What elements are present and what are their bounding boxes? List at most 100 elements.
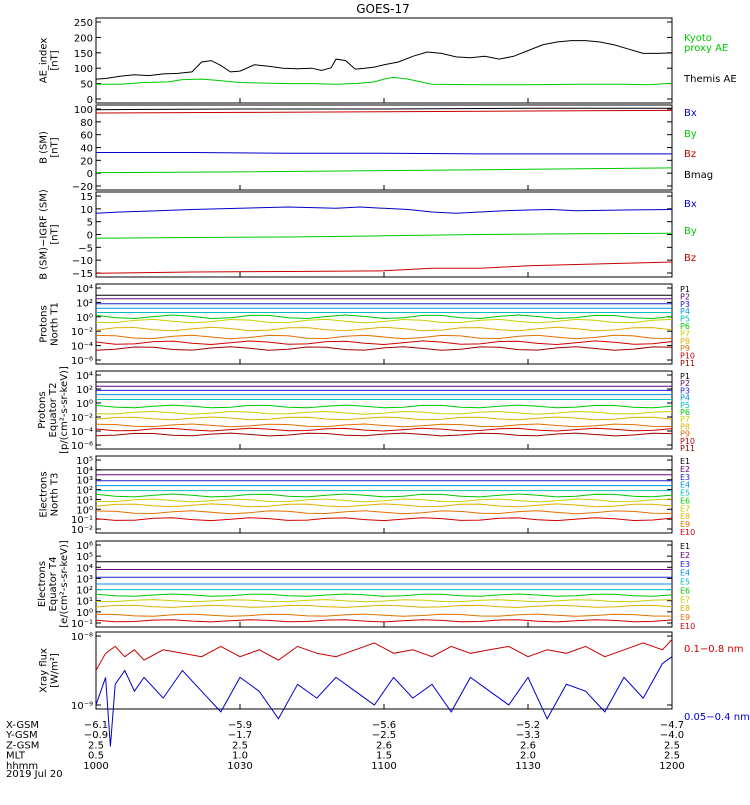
y-tick-label: 10⁵: [76, 456, 93, 467]
channel-p8: [95, 326, 673, 332]
channel-p11: [95, 346, 673, 351]
y-tick-label: 0: [87, 231, 93, 242]
legend-entry: P2: [680, 292, 690, 301]
panel-frame: [95, 104, 673, 191]
y-tick-label: 0: [87, 169, 93, 180]
legend-entry: P11: [680, 444, 695, 453]
legend-entry: E10: [680, 528, 695, 537]
channel-p7: [95, 410, 673, 415]
axis-row-value: −2.5: [372, 730, 396, 741]
y-tick-label: 10²: [76, 586, 93, 597]
y-tick-label: 10⁻¹: [71, 515, 93, 526]
legend-entry: Kyoto: [684, 33, 712, 44]
y-tick-label: −5: [78, 243, 93, 254]
digrf-series-bx: [95, 206, 673, 214]
legend-entry: P1: [680, 372, 690, 381]
y-tick-label: 150: [74, 49, 93, 60]
axis-row-value: 2.5: [232, 740, 248, 751]
y-tick-label: 10⁰: [76, 313, 93, 324]
legend-entry: 0.1−0.8 nm: [684, 644, 743, 655]
y-tick-label: 10⁰: [76, 608, 93, 619]
legend-entry: P5: [680, 315, 690, 324]
legend-entry: By: [684, 226, 697, 237]
legend-entry: P4: [680, 394, 690, 403]
legend-entry: P2: [680, 379, 690, 388]
y-axis-label: North T3: [50, 473, 61, 517]
channel-e8: [95, 604, 673, 608]
legend-entry: P11: [680, 359, 695, 368]
channel-p8: [95, 416, 673, 421]
axis-row-label: Y-GSM: [5, 730, 38, 741]
legend-entry: E1: [680, 457, 690, 466]
legend-entry: E3: [680, 473, 690, 482]
legend-entry: P10: [680, 437, 695, 446]
legend-entry: E2: [680, 465, 690, 474]
y-tick-label: 10²: [76, 486, 93, 497]
legend-entry: P4: [680, 307, 690, 316]
legend-entry: E4: [680, 569, 690, 578]
y-tick-label: 10²: [76, 298, 93, 309]
legend-entry: E5: [680, 578, 690, 587]
legend-entry: P6: [680, 408, 690, 417]
channel-p7: [95, 318, 673, 324]
panel-et4: Electrons Equator T4 [e/(cm²-s-sr-keV)] 10⁶…: [37, 540, 695, 631]
ae-series-kyoto-proxy-ae: [96, 76, 673, 86]
bsm-series-by: [95, 167, 673, 174]
orbit-axis-table: X-GSM −6.1 −5.9 −5.6 −5.2 −4.7 Y-GSM −0.9 −1.7 −2…: [5, 720, 685, 772]
y-tick-label: 40: [80, 144, 93, 155]
legend-entry: Bmag: [684, 170, 713, 181]
digrf-series-bz: [95, 261, 673, 274]
xray-series-0: [95, 639, 673, 671]
channel-p11: [95, 432, 673, 437]
y-tick-label: −10: [72, 256, 93, 267]
y-tick-label: 0: [87, 95, 93, 106]
legend-entry: E3: [680, 560, 690, 569]
digrf-series-by: [95, 232, 673, 239]
legend-entry: P7: [680, 329, 690, 338]
axis-row-value: −4.7: [660, 720, 684, 731]
y-tick-label: 100: [74, 64, 93, 75]
y-tick-label: 10³: [76, 574, 93, 585]
y-tick-label: 20: [80, 156, 93, 167]
legend-entry: Themis AE: [683, 74, 737, 85]
axis-row-label: hhmm: [6, 761, 38, 772]
y-axis-label: [e/(cm²-s-sr-keV)]: [59, 540, 70, 628]
legend-entry: 0.05−0.4 nm: [684, 712, 750, 723]
axis-row-value: −3.3: [516, 730, 540, 741]
y-tick-label: 50: [80, 80, 93, 91]
y-tick-label: 10³: [76, 476, 93, 487]
axis-row-value: −5.6: [372, 720, 396, 731]
axis-row-value: 2.0: [520, 751, 536, 762]
legend-entry: E10: [680, 622, 695, 631]
axis-row-value: −6.1: [84, 720, 108, 731]
panel-pt2: Protons Equator T2 [p/(cm²-s-sr-keV)] 10⁴ 10…: [37, 366, 695, 454]
y-tick-label: 10⁰: [76, 399, 93, 410]
axis-row-value: 0.5: [88, 751, 104, 762]
y-tick-label: 10⁴: [76, 466, 93, 477]
legend-entry: E6: [680, 586, 690, 595]
date-label: 2019 Jul 20: [6, 769, 63, 780]
y-tick-label: 100: [74, 105, 93, 116]
y-tick-label: 10: [80, 205, 93, 216]
y-tick-label: 5: [87, 218, 93, 229]
channel-p9: [95, 334, 673, 340]
axis-row-value: 2.5: [664, 751, 680, 762]
axis-row-value: −5.9: [228, 720, 252, 731]
channel-p6: [95, 314, 673, 320]
y-axis-label: [W/m²]: [50, 653, 61, 688]
legend-entry: E8: [680, 512, 690, 521]
axis-row-value: 1100: [371, 761, 396, 772]
axis-row-value: 2.6: [520, 740, 536, 751]
legend-entry: E9: [680, 613, 690, 622]
y-tick-label: 10⁴: [76, 284, 93, 295]
y-tick-label: 10¹: [76, 597, 93, 608]
bsm-series-bmag: [95, 107, 672, 111]
axis-row-value: −1.7: [228, 730, 252, 741]
channel-e7: [95, 599, 673, 603]
y-tick-label: 10⁶: [76, 541, 93, 552]
channel-e8: [95, 503, 673, 508]
y-axis-label: B (SM)−IGRF (SM): [39, 189, 50, 280]
legend-entry: Bz: [684, 149, 696, 160]
